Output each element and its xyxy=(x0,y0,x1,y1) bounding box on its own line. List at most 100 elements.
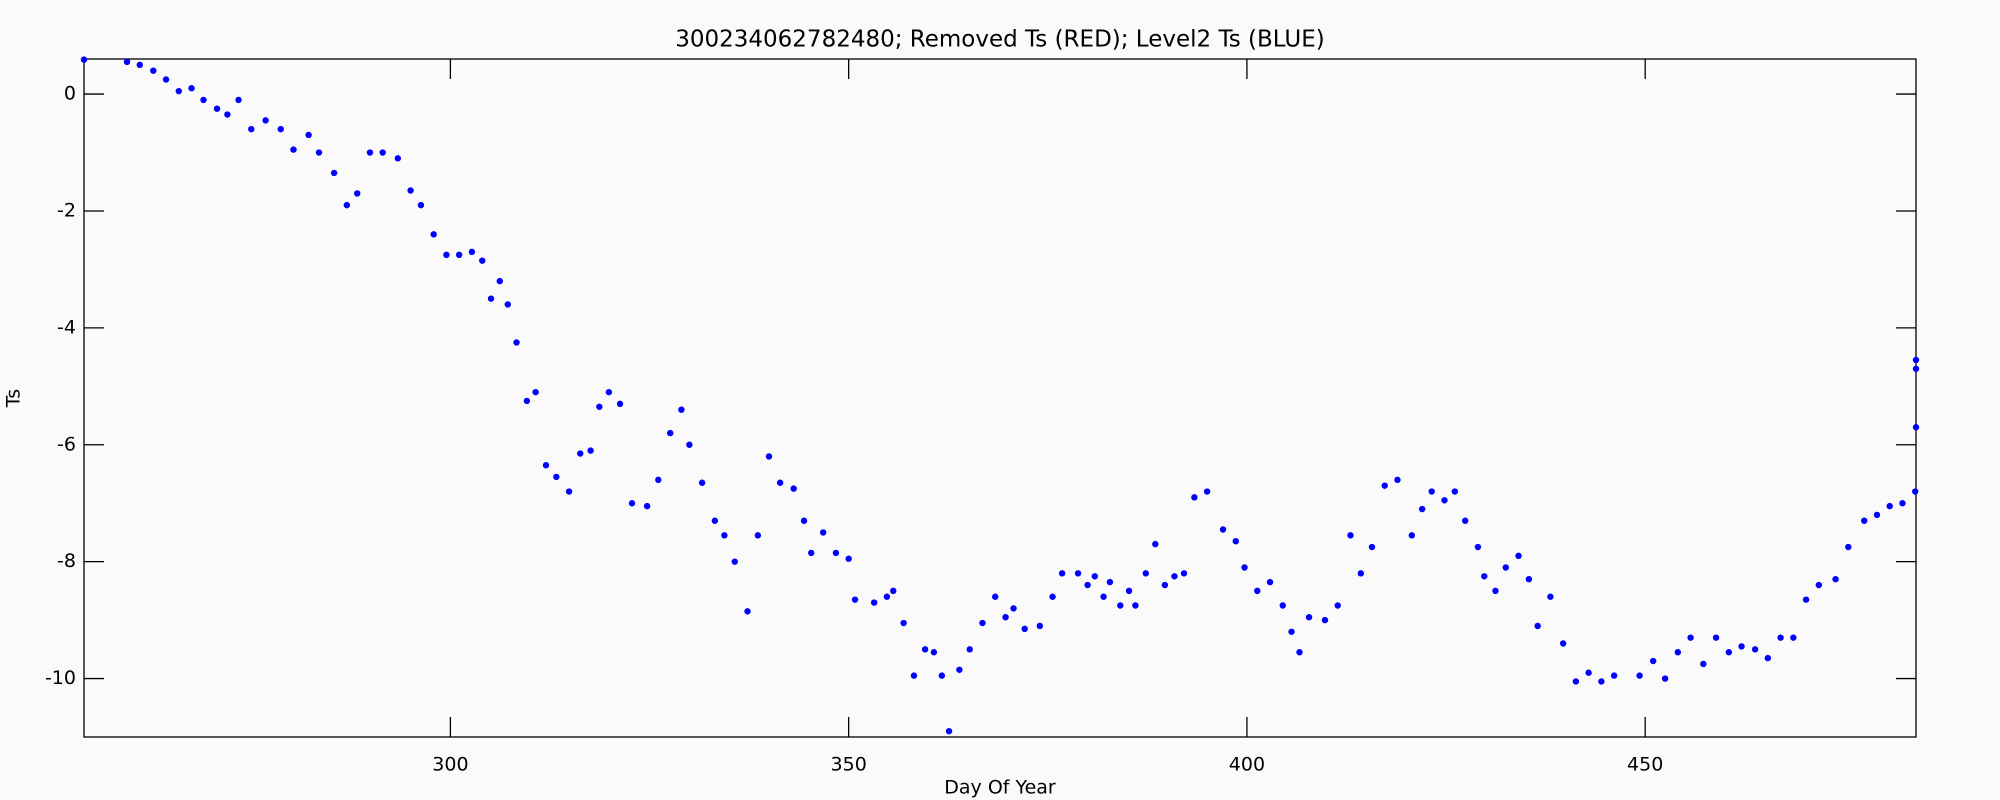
data-point xyxy=(1394,476,1401,484)
data-point xyxy=(1700,660,1707,668)
data-point xyxy=(136,61,143,69)
data-point xyxy=(832,549,840,557)
data-point xyxy=(430,231,437,238)
data-point xyxy=(1021,625,1028,633)
data-point xyxy=(262,117,269,124)
data-point xyxy=(1254,587,1261,595)
data-point xyxy=(870,599,878,606)
data-point xyxy=(1534,622,1541,630)
data-point xyxy=(553,473,560,481)
data-point xyxy=(248,125,255,133)
data-point xyxy=(754,532,762,539)
data-point xyxy=(407,187,414,194)
data-point xyxy=(800,517,808,524)
data-point xyxy=(1171,573,1178,580)
data-point xyxy=(711,517,719,524)
data-point xyxy=(1899,500,1906,507)
data-point xyxy=(1598,678,1605,685)
data-point xyxy=(1125,587,1133,595)
data-point xyxy=(921,646,929,653)
data-point xyxy=(1515,552,1522,560)
x-tick-label: 350 xyxy=(831,754,867,776)
x-tick-label: 400 xyxy=(1229,754,1265,776)
data-point xyxy=(1649,657,1657,665)
data-point xyxy=(1547,593,1554,600)
data-point xyxy=(354,190,361,197)
data-point xyxy=(1585,669,1592,676)
data-point xyxy=(1492,587,1499,595)
data-point xyxy=(504,301,511,308)
data-point xyxy=(315,149,323,156)
data-point xyxy=(910,672,918,679)
data-point xyxy=(1368,543,1376,551)
data-point xyxy=(565,488,573,495)
data-point xyxy=(721,532,728,539)
data-point xyxy=(150,67,157,74)
data-point xyxy=(443,251,450,259)
data-point xyxy=(188,85,195,92)
y-tick-label: 0 xyxy=(64,83,76,105)
data-point xyxy=(605,388,613,396)
data-point xyxy=(175,87,182,95)
data-point xyxy=(1764,654,1772,662)
data-point xyxy=(1725,649,1733,656)
data-point xyxy=(235,96,242,104)
data-point xyxy=(1777,634,1784,641)
data-point xyxy=(930,649,938,656)
data-point xyxy=(1461,517,1469,524)
data-point xyxy=(1279,602,1286,609)
data-point xyxy=(1266,578,1274,586)
data-point xyxy=(542,462,550,469)
data-point xyxy=(1636,672,1643,679)
data-point xyxy=(1296,649,1303,656)
data-point xyxy=(883,593,891,600)
data-point xyxy=(698,479,706,486)
data-point xyxy=(1191,494,1198,501)
data-point xyxy=(628,500,636,507)
data-point xyxy=(616,400,624,408)
x-axis-label: Day Of Year xyxy=(944,777,1056,799)
data-point xyxy=(366,149,374,156)
data-point xyxy=(577,450,584,457)
x-tick-label: 300 xyxy=(432,754,468,776)
y-tick-label: -4 xyxy=(57,316,76,338)
data-point xyxy=(523,397,531,405)
data-point xyxy=(845,555,852,562)
data-point xyxy=(1100,593,1107,600)
data-point xyxy=(394,155,402,162)
data-point xyxy=(479,257,486,264)
data-point xyxy=(1610,672,1618,679)
data-point xyxy=(1912,365,1920,372)
data-point xyxy=(890,587,897,595)
data-point xyxy=(1912,356,1920,364)
data-point xyxy=(455,251,463,259)
data-point xyxy=(1712,634,1720,641)
data-point xyxy=(496,277,503,285)
data-point xyxy=(277,125,284,133)
data-point xyxy=(1525,575,1533,583)
data-point xyxy=(966,646,973,653)
data-point xyxy=(790,485,797,492)
data-point xyxy=(1091,573,1098,580)
data-point xyxy=(686,441,693,448)
data-point xyxy=(1572,678,1580,685)
data-point xyxy=(1036,622,1044,630)
data-point xyxy=(643,502,651,510)
data-point xyxy=(1305,613,1313,621)
data-point xyxy=(587,447,594,454)
data-point xyxy=(1117,602,1124,609)
data-point xyxy=(1357,570,1365,577)
data-point xyxy=(1321,616,1329,624)
data-point xyxy=(1058,570,1066,577)
data-point xyxy=(1288,628,1295,635)
data-point xyxy=(1845,543,1852,551)
data-point xyxy=(1861,517,1868,524)
data-point xyxy=(956,666,963,673)
data-point xyxy=(667,429,674,437)
data-point xyxy=(1832,575,1839,583)
data-point xyxy=(1441,497,1448,504)
data-point xyxy=(1790,634,1797,641)
